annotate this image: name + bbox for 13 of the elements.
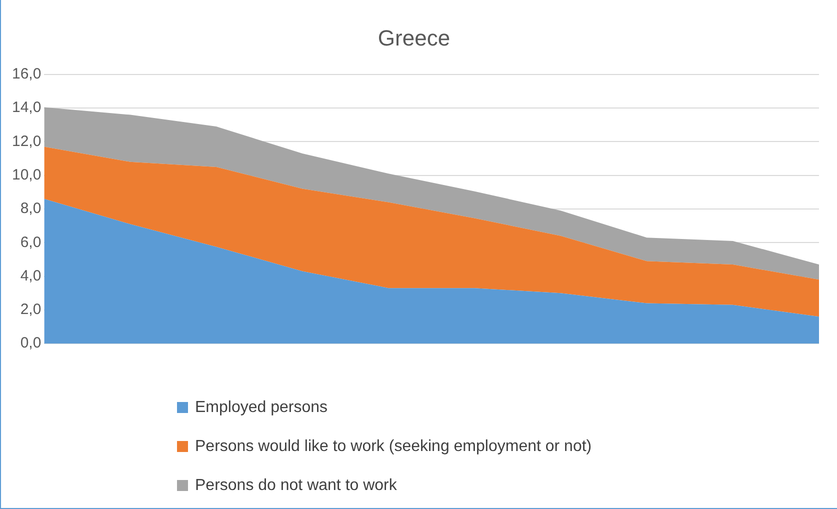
- legend-label: Persons would like to work (seeking employment or not): [195, 438, 592, 456]
- y-tick-label: 6,0: [20, 234, 42, 251]
- legend-label: Employed persons: [195, 398, 328, 416]
- y-tick-label: 14,0: [12, 99, 42, 116]
- chart-title: Greece: [378, 25, 450, 50]
- y-tick-label: 4,0: [20, 267, 42, 284]
- legend-label: Persons do not want to work: [195, 476, 397, 494]
- y-tick-label: 0,0: [20, 334, 42, 352]
- y-tick-label: 2,0: [20, 301, 42, 318]
- y-tick-label: 12,0: [12, 132, 42, 150]
- y-tick-label: 8,0: [20, 200, 42, 218]
- y-tick-label: 16,0: [12, 66, 42, 83]
- y-tick-label: 10,0: [12, 166, 42, 184]
